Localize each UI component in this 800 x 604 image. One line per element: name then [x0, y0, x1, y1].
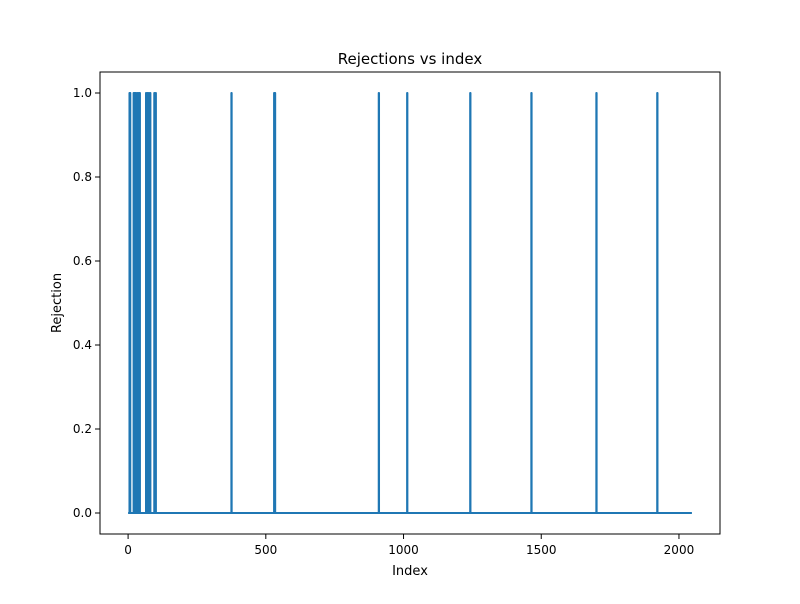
y-tick-label: 0.8 [73, 170, 92, 184]
y-tick-label: 0.4 [73, 338, 92, 352]
x-tick-label: 1500 [526, 543, 557, 557]
y-tick-label: 1.0 [73, 86, 92, 100]
y-axis: 0.0 0.2 0.4 0.6 0.8 1.0 [73, 86, 100, 520]
x-axis-label: Index [392, 564, 428, 579]
y-axis-label: Rejection [50, 273, 65, 333]
plot-area [99, 71, 721, 535]
plot-frame [99, 71, 721, 535]
x-tick-label: 500 [254, 543, 277, 557]
y-tick-label: 0.2 [73, 422, 92, 436]
y-tick-label: 0.0 [73, 506, 92, 520]
x-tick-label: 2000 [664, 543, 695, 557]
x-axis: 0 500 1000 1500 2000 [124, 534, 694, 557]
series-line [128, 92, 692, 514]
y-tick-label: 0.6 [73, 254, 92, 268]
x-tick-label: 0 [124, 543, 132, 557]
chart-title: Rejections vs index [338, 50, 483, 68]
x-tick-label: 1000 [388, 543, 419, 557]
